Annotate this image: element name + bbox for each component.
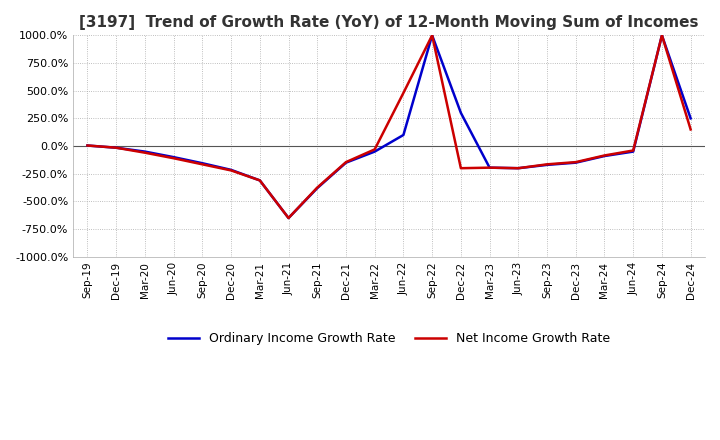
Net Income Growth Rate (456, 165, 465, 171)
Legend: Ordinary Income Growth Rate, Net Income Growth Rate: Ordinary Income Growth Rate, Net Income … (163, 327, 615, 350)
Ordinary Income Growth Rate (686, 116, 695, 121)
Ordinary Income Growth Rate (227, 167, 235, 172)
Ordinary Income Growth Rate (83, 143, 91, 148)
Ordinary Income Growth Rate (657, 33, 666, 38)
Ordinary Income Growth Rate (256, 178, 264, 183)
Net Income Growth Rate (284, 216, 293, 221)
Ordinary Income Growth Rate (629, 149, 637, 154)
Ordinary Income Growth Rate (428, 33, 436, 38)
Ordinary Income Growth Rate (456, 110, 465, 115)
Net Income Growth Rate (399, 90, 408, 95)
Net Income Growth Rate (370, 147, 379, 152)
Ordinary Income Growth Rate (543, 162, 552, 168)
Net Income Growth Rate (342, 159, 351, 165)
Ordinary Income Growth Rate (112, 145, 120, 150)
Net Income Growth Rate (428, 33, 436, 38)
Net Income Growth Rate (83, 143, 91, 148)
Net Income Growth Rate (686, 127, 695, 132)
Net Income Growth Rate (227, 168, 235, 173)
Net Income Growth Rate (629, 148, 637, 153)
Ordinary Income Growth Rate (370, 149, 379, 154)
Ordinary Income Growth Rate (198, 161, 207, 166)
Ordinary Income Growth Rate (169, 154, 178, 160)
Ordinary Income Growth Rate (140, 149, 149, 154)
Ordinary Income Growth Rate (485, 165, 494, 170)
Net Income Growth Rate (140, 150, 149, 155)
Net Income Growth Rate (313, 185, 322, 190)
Ordinary Income Growth Rate (284, 216, 293, 221)
Net Income Growth Rate (198, 161, 207, 167)
Ordinary Income Growth Rate (572, 160, 580, 165)
Line: Net Income Growth Rate: Net Income Growth Rate (87, 35, 690, 218)
Net Income Growth Rate (657, 33, 666, 38)
Net Income Growth Rate (169, 156, 178, 161)
Net Income Growth Rate (572, 159, 580, 165)
Net Income Growth Rate (256, 178, 264, 183)
Ordinary Income Growth Rate (514, 165, 523, 171)
Net Income Growth Rate (514, 165, 523, 171)
Ordinary Income Growth Rate (600, 154, 609, 159)
Ordinary Income Growth Rate (342, 160, 351, 165)
Net Income Growth Rate (600, 153, 609, 158)
Ordinary Income Growth Rate (399, 132, 408, 138)
Net Income Growth Rate (485, 165, 494, 170)
Net Income Growth Rate (543, 161, 552, 167)
Ordinary Income Growth Rate (313, 186, 322, 191)
Net Income Growth Rate (112, 145, 120, 150)
Title: [3197]  Trend of Growth Rate (YoY) of 12-Month Moving Sum of Incomes: [3197] Trend of Growth Rate (YoY) of 12-… (79, 15, 699, 30)
Line: Ordinary Income Growth Rate: Ordinary Income Growth Rate (87, 35, 690, 218)
